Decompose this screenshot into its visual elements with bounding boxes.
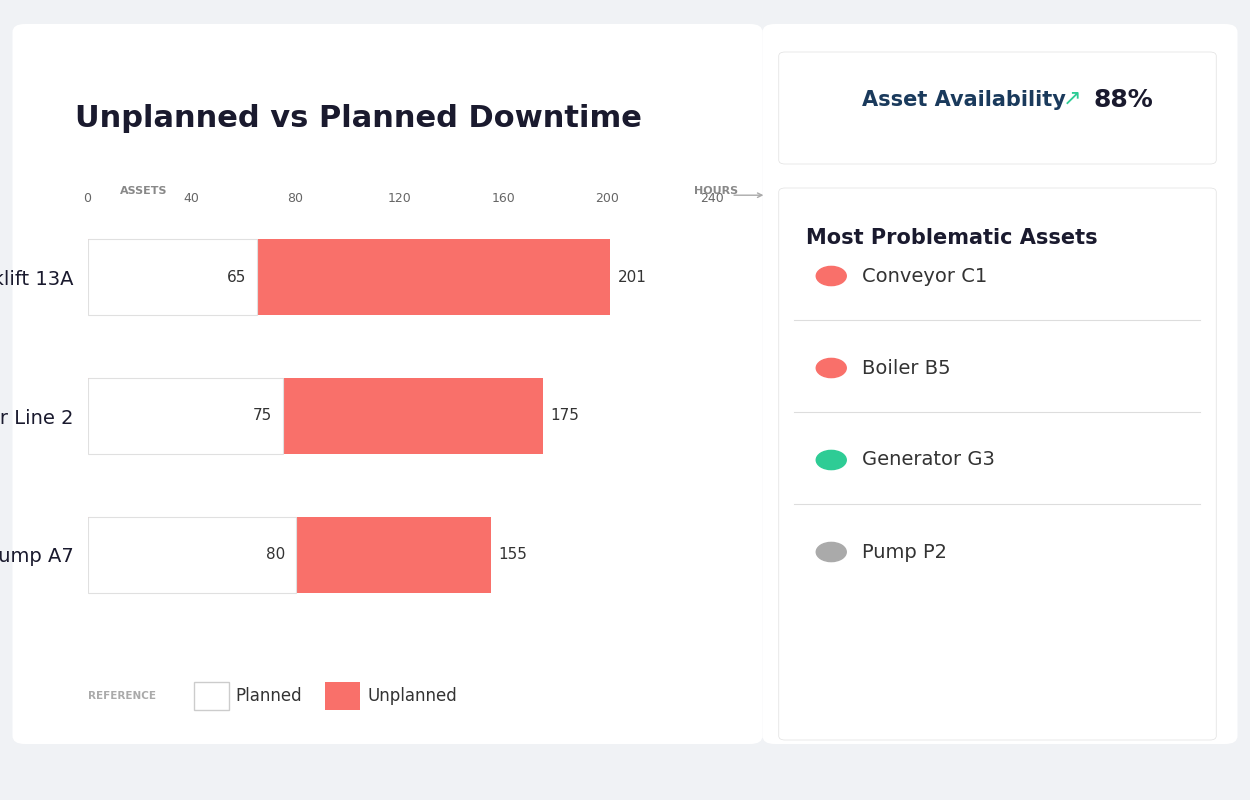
Bar	[88, 239, 256, 315]
Bar	[88, 239, 610, 315]
Text: Most Problematic Assets: Most Problematic Assets	[806, 228, 1098, 248]
Bar	[88, 378, 542, 454]
Text: 88%: 88%	[1094, 88, 1154, 112]
Bar	[88, 378, 282, 454]
Text: 201: 201	[618, 270, 646, 285]
Text: Unplanned vs Planned Downtime: Unplanned vs Planned Downtime	[75, 104, 642, 133]
Text: 175: 175	[550, 409, 579, 423]
Text: Pump P2: Pump P2	[862, 542, 948, 562]
Bar	[88, 517, 490, 593]
Text: Conveyor C1: Conveyor C1	[862, 266, 988, 286]
Text: Asset Availability: Asset Availability	[862, 90, 1066, 110]
Text: 155: 155	[499, 547, 528, 562]
Text: ↗: ↗	[1062, 88, 1081, 108]
Text: Planned: Planned	[235, 687, 301, 705]
Text: REFERENCE: REFERENCE	[88, 691, 155, 701]
Text: 65: 65	[226, 270, 246, 285]
Text: 75: 75	[253, 409, 272, 423]
Text: 80: 80	[266, 547, 285, 562]
Text: Boiler B5: Boiler B5	[862, 358, 951, 378]
Text: HOURS: HOURS	[694, 186, 738, 196]
Text: Generator G3: Generator G3	[862, 450, 995, 470]
Text: ASSETS: ASSETS	[120, 186, 168, 196]
Text: Unplanned: Unplanned	[368, 687, 458, 705]
Bar	[88, 517, 295, 593]
